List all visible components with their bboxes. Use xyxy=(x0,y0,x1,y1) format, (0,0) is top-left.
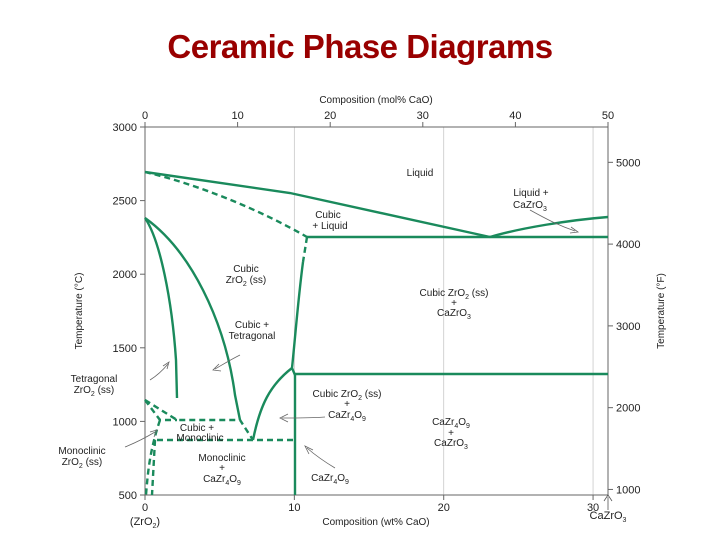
svg-text:CaZr4O9: CaZr4O9 xyxy=(203,474,241,487)
svg-text:+: + xyxy=(344,399,350,410)
label-cubic-zro2: Cubic xyxy=(233,264,259,275)
svg-text:CaZrO3: CaZrO3 xyxy=(437,308,471,321)
svg-text:Monoclinic: Monoclinic xyxy=(176,433,223,444)
label-tetragonal-zro2: Tetragonal xyxy=(71,374,118,385)
region-labels: Liquid Liquid + CaZrO3 Cubic + Liquid Cu… xyxy=(58,168,548,487)
label-cubic-liquid: Cubic xyxy=(315,210,341,221)
cubic-tetragonal-right xyxy=(144,217,242,421)
bottom-tick-label: 10 xyxy=(288,502,300,514)
solvus-cubic-upper-dashed xyxy=(301,236,309,263)
solvus-cubic xyxy=(290,261,305,376)
label-liquid-cazro3: Liquid + xyxy=(513,188,548,199)
svg-text:ZrO2 (ss): ZrO2 (ss) xyxy=(74,385,115,398)
cazro3-end-label: CaZrO3 xyxy=(590,494,627,524)
label-cubic-monoclinic: Cubic + xyxy=(180,423,214,434)
top-tick-label: 30 xyxy=(417,110,429,122)
svg-text:+: + xyxy=(448,428,454,439)
right-tick-label: 2000 xyxy=(616,403,640,415)
bottom-axis-title: Composition (wt% CaO) xyxy=(322,517,429,528)
top-tick-label: 50 xyxy=(602,110,614,122)
liquidus-zro2 xyxy=(144,170,491,239)
left-tick-label: 500 xyxy=(119,490,137,502)
top-axis-title: Composition (mol% CaO) xyxy=(319,95,432,106)
right-tick-label: 4000 xyxy=(616,239,640,251)
top-tick-label: 20 xyxy=(324,110,336,122)
label-monoclinic-zro2: Monoclinic xyxy=(58,446,105,457)
solidus-dashed xyxy=(144,170,308,239)
top-tick-label: 10 xyxy=(231,110,243,122)
svg-text:(ZrO2): (ZrO2) xyxy=(130,516,160,530)
label-monoclinic-cazr4o9: Monoclinic xyxy=(198,453,245,464)
phase-boundaries xyxy=(144,170,609,496)
label-liquid: Liquid xyxy=(407,168,434,179)
left-tick-label: 1000 xyxy=(113,416,137,428)
svg-text:CaZrO3: CaZrO3 xyxy=(434,438,468,451)
svg-text:CaZr4O9: CaZr4O9 xyxy=(328,410,366,423)
leader-arrows xyxy=(124,209,580,469)
top-tick-label: 0 xyxy=(142,110,148,122)
svg-text:CaZrO3: CaZrO3 xyxy=(590,510,627,524)
label-cubic-zro2-cazro3: Cubic ZrO2 (ss) xyxy=(420,288,489,301)
svg-text:Tetragonal: Tetragonal xyxy=(229,331,276,342)
zro2-end-label: (ZrO2) xyxy=(130,516,160,530)
right-tick-label: 3000 xyxy=(616,321,640,333)
svg-text:+: + xyxy=(219,463,225,474)
cubic-tetragonal-left xyxy=(144,217,179,399)
svg-text:ZrO2 (ss): ZrO2 (ss) xyxy=(226,275,267,288)
top-tick-label: 40 xyxy=(509,110,521,122)
svg-text:ZrO2 (ss): ZrO2 (ss) xyxy=(62,457,103,470)
left-axis-title: Temperature (°C) xyxy=(74,273,85,350)
left-tick-label: 2500 xyxy=(113,196,137,208)
label-cazr4o9-cazro3: CaZr4O9 xyxy=(432,417,470,430)
liquidus-cazro3 xyxy=(489,215,609,239)
right-axis-title: Temperature (°F) xyxy=(656,273,667,349)
left-tick-label: 1500 xyxy=(113,343,137,355)
svg-text:+: + xyxy=(451,298,457,309)
eutectoid-right-branch xyxy=(251,367,293,441)
bottom-tick-label: 30 xyxy=(587,502,599,514)
svg-text:CaZrO3: CaZrO3 xyxy=(513,200,547,213)
monoclinic-solvus-dashed xyxy=(144,419,162,496)
left-tick-label: 2000 xyxy=(113,269,137,281)
plot-frame xyxy=(144,126,609,496)
label-cazr4o9: CaZr4O9 xyxy=(311,473,349,486)
right-tick-label: 5000 xyxy=(616,157,640,169)
axis-ticks xyxy=(140,122,613,500)
svg-text:+ Liquid: + Liquid xyxy=(312,221,347,232)
tetragonal-monoclinic-dashed xyxy=(144,398,255,441)
axis-tick-labels: 0 10 20 30 40 500 10 20 305001000150020002500300… xyxy=(113,110,641,514)
slide-title: Ceramic Phase Diagrams xyxy=(167,28,553,65)
left-tick-label: 3000 xyxy=(113,122,137,134)
label-cubic-zro2-cazr4o9: Cubic ZrO2 (ss) xyxy=(313,389,382,402)
label-cubic-tetragonal: Cubic + xyxy=(235,320,269,331)
monoclinic-solvus-2-dashed xyxy=(150,439,157,496)
bottom-tick-label: 0 xyxy=(142,502,148,514)
bottom-tick-label: 20 xyxy=(438,502,450,514)
right-tick-label: 1000 xyxy=(616,484,640,496)
